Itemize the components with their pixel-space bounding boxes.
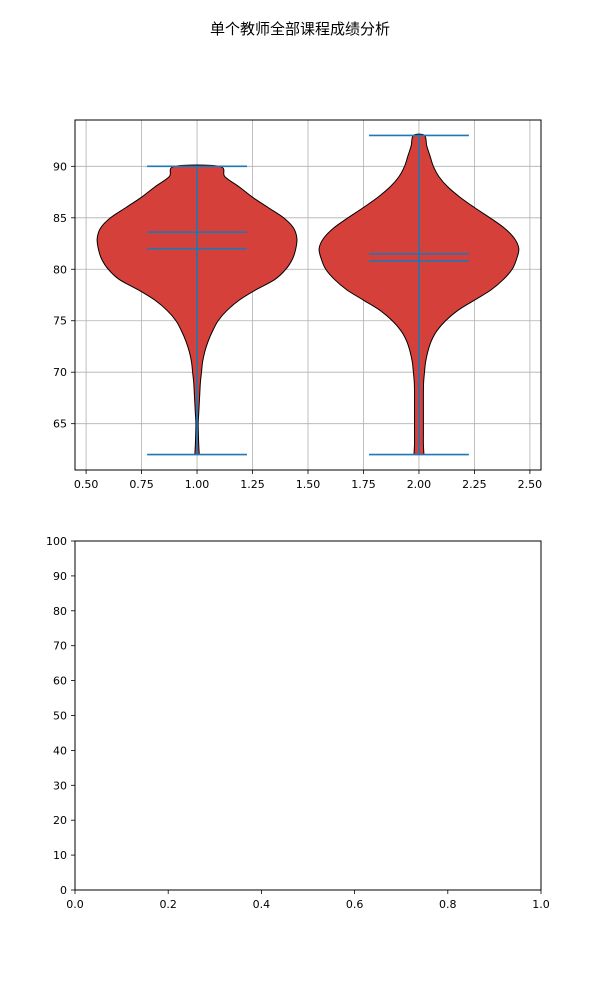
axes-frame	[74, 540, 542, 891]
x-tick-label: 2.50	[518, 478, 543, 491]
x-tick-label: 1.75	[351, 478, 376, 491]
y-tick-label: 20	[53, 814, 67, 827]
y-tick-label: 80	[53, 263, 67, 276]
violin-chart: 0.50 0.75 1.00 1.25 1.50 1.75 2.00 2.25 2.50 65 70…	[53, 119, 543, 491]
y-tick-label: 85	[53, 212, 67, 225]
x-tick-label: 0.4	[253, 898, 271, 911]
y-tick-label: 0	[60, 884, 67, 897]
x-tick-label: 2.00	[407, 478, 432, 491]
y-tick-label: 50	[53, 710, 67, 723]
y-tick-label: 70	[53, 640, 67, 653]
y-tick-label: 70	[53, 366, 67, 379]
x-tick-label: 0.75	[129, 478, 154, 491]
x-tick-label: 2.25	[462, 478, 487, 491]
x-tick-label: 0.2	[159, 898, 177, 911]
y-tick-label: 75	[53, 315, 67, 328]
x-tick-label: 1.0	[532, 898, 550, 911]
y-tick-label: 80	[53, 605, 67, 618]
y-tick-label: 90	[53, 160, 67, 173]
x-tick-label: 0.0	[66, 898, 84, 911]
y-tick-label: 10	[53, 849, 67, 862]
y-tick-label: 40	[53, 744, 67, 757]
x-tick-label: 0.50	[74, 478, 99, 491]
y-tick-label: 65	[53, 418, 67, 431]
x-tick-label: 0.6	[346, 898, 364, 911]
axes-frame	[74, 119, 542, 471]
y-tick-label: 60	[53, 675, 67, 688]
x-tick-label: 1.00	[185, 478, 210, 491]
figure-title: 单个教师全部课程成绩分析	[209, 20, 390, 38]
empty-chart: 0.0 0.2 0.4 0.6 0.8 1.0 0 10 20 30 40 50 60 70 80 90 100	[46, 535, 550, 911]
x-tick-label: 1.50	[296, 478, 321, 491]
y-tick-label: 90	[53, 570, 67, 583]
x-tick-label: 1.25	[240, 478, 265, 491]
x-tick-label: 0.8	[439, 898, 457, 911]
y-tick-label: 30	[53, 779, 67, 792]
y-tick-label: 100	[46, 535, 67, 548]
